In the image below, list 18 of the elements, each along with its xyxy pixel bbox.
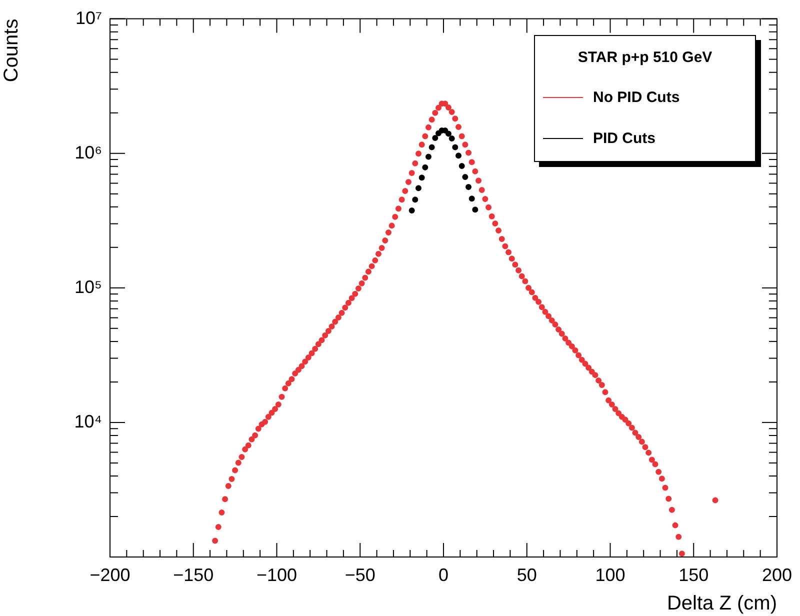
x-tick-label: −150 <box>173 564 214 585</box>
legend-title: STAR p+p 510 GeV <box>576 49 714 68</box>
x-axis-title: Delta Z (cm) <box>666 592 777 615</box>
x-tick-label: −50 <box>344 564 376 585</box>
legend-label: No PID Cuts <box>593 89 680 106</box>
x-tick-label: 200 <box>762 564 792 585</box>
x-tick-label: 100 <box>595 564 626 585</box>
y-tick-label: 10⁵ <box>74 276 102 297</box>
x-tick-label: −200 <box>90 564 130 585</box>
y-tick-label: 10⁷ <box>75 8 102 28</box>
y-axis-title: Counts <box>0 18 23 82</box>
x-tick-label: 50 <box>516 564 537 585</box>
legend-label: PID Cuts <box>593 130 656 147</box>
y-tick-label: 10⁶ <box>74 142 102 162</box>
y-tick-label: 10⁴ <box>74 411 102 432</box>
x-tick-label: 0 <box>438 564 448 585</box>
x-tick-label: 150 <box>678 564 709 585</box>
x-tick-label: −100 <box>256 564 298 585</box>
